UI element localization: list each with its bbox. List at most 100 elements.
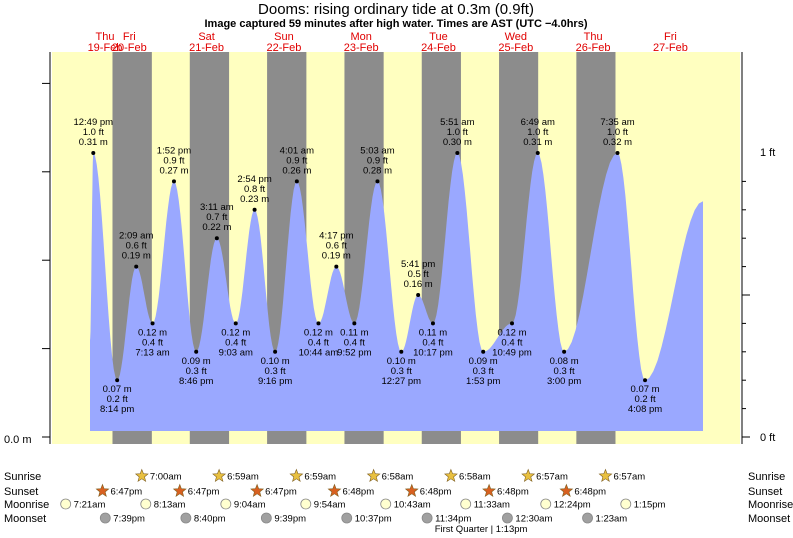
extreme-dot: [352, 321, 357, 326]
moonrise-time: 9:54am: [314, 500, 346, 511]
extreme-label: 0.6 ft: [126, 241, 147, 252]
sunrise-time: 6:57am: [613, 472, 645, 483]
row-label-left: Moonset: [4, 513, 46, 525]
axis-ticks: [42, 82, 750, 438]
extreme-label: 1.0 ft: [447, 127, 468, 138]
extreme-label: 1:52 pm: [157, 145, 191, 156]
day-of-week-label: Mon: [350, 31, 371, 43]
sunset-star-icon: [482, 483, 496, 497]
date-label: 24-Feb: [421, 42, 456, 54]
sunrise-time: 6:58am: [459, 472, 491, 483]
moonrise-moon-icon: [540, 498, 552, 510]
right-axis-label-one: 1 ft: [760, 147, 775, 159]
moonrise-time: 7:21am: [74, 500, 106, 511]
moonset-time: 7:39pm: [113, 514, 145, 525]
left-axis-label-zero: 0.0 m: [4, 434, 32, 446]
sunrise-time: 6:58am: [382, 472, 414, 483]
date-label: 21-Feb: [189, 42, 224, 54]
extreme-dot: [171, 179, 176, 184]
extreme-label: 1.0 ft: [527, 127, 548, 138]
tide-extremes: 12:49 pm1.0 ft0.31 m0.07 m0.2 ft8:14 pm2…: [73, 117, 662, 415]
extreme-label: 9:52 pm: [337, 347, 371, 358]
day-of-week-label: Thu: [584, 31, 603, 43]
sunset-time: 6:48pm: [574, 487, 606, 498]
extreme-label: 0.22 m: [202, 222, 231, 233]
extreme-label: 0.3 ft: [473, 366, 494, 377]
extreme-label: 0.07 m: [631, 384, 660, 395]
sunset-time: 6:47pm: [110, 487, 142, 498]
date-label: 19-Feb: [88, 42, 123, 54]
moonrise-moon-icon: [380, 498, 392, 510]
day-of-week-label: Thu: [96, 31, 115, 43]
extreme-dot: [150, 321, 155, 326]
row-label-right: Sunrise: [748, 471, 785, 483]
extreme-label: 0.9 ft: [163, 155, 184, 166]
sunset-star-icon: [559, 483, 574, 497]
moonrise-time: 1:15pm: [634, 500, 666, 511]
extreme-dot: [252, 207, 257, 212]
day-of-week-label: Sun: [274, 31, 294, 43]
day-of-week-label: Sat: [198, 31, 215, 43]
extreme-label: 0.3 ft: [391, 366, 412, 377]
extreme-label: 0.26 m: [282, 165, 311, 176]
moonset-moon-icon: [582, 512, 593, 524]
extreme-label: 0.28 m: [363, 165, 392, 176]
extreme-label: 0.11 m: [419, 327, 447, 338]
date-label: 20-Feb: [112, 42, 147, 54]
sunrise-time: 7:00am: [150, 472, 182, 483]
moonrise-time: 10:43am: [394, 500, 431, 511]
astronomy-rows: Sunrise Sunrise 7:00am 6:59am 6:59am 6:58am 6:…: [4, 468, 793, 525]
moonrise-moon-icon: [300, 498, 312, 510]
extreme-dot: [535, 151, 540, 155]
extreme-label: 10:49 pm: [492, 347, 532, 358]
extreme-label: 0.2 ft: [634, 394, 655, 405]
extreme-label: 4:08 pm: [628, 404, 662, 415]
extreme-label: 0.23 m: [240, 194, 269, 205]
extreme-dot: [194, 349, 199, 354]
row-label-left: Sunrise: [4, 471, 41, 483]
moonrise-time: 11:33am: [474, 500, 510, 511]
extreme-label: 0.4 ft: [422, 337, 443, 348]
extreme-label: 3:00 pm: [547, 376, 581, 387]
sunset-star-icon: [172, 483, 187, 497]
extreme-label: 2:54 pm: [237, 174, 271, 185]
extreme-label: 0.2 ft: [107, 394, 128, 405]
extreme-dot: [316, 321, 321, 326]
moonset-time: 1:23am: [596, 514, 628, 525]
extreme-label: 0.4 ft: [225, 337, 246, 348]
extreme-label: 4:17 pm: [319, 231, 353, 242]
extreme-label: 0.19 m: [322, 251, 351, 262]
day-of-week-label: Fri: [123, 31, 136, 43]
extreme-label: 9:03 am: [219, 347, 253, 358]
extreme-label: 1.0 ft: [607, 127, 628, 138]
moonrise-moon-icon: [620, 498, 632, 510]
extreme-label: 7:35 am: [600, 117, 634, 128]
extreme-label: 3:11 am: [200, 202, 234, 213]
date-label: 23-Feb: [344, 42, 379, 54]
date-label: 22-Feb: [266, 42, 301, 54]
extreme-label: 0.12 m: [304, 327, 333, 338]
extreme-dot: [273, 349, 278, 354]
extreme-dot: [562, 349, 567, 354]
sunset-star-icon: [250, 483, 265, 497]
sunrise-time: 6:57am: [536, 472, 568, 483]
extreme-label: 1.0 ft: [83, 127, 104, 138]
day-labels: Thu19-FebFri20-FebSat21-FebSun22-FebMon2…: [88, 31, 688, 54]
sunrise-star-icon: [444, 468, 458, 482]
extreme-dot: [214, 236, 219, 241]
date-label: 26-Feb: [576, 42, 611, 54]
sunrise-star-icon: [366, 468, 381, 482]
extreme-label: 0.4 ft: [308, 337, 329, 348]
right-axis-label-zero: 0 ft: [760, 432, 775, 444]
extreme-label: 0.4 ft: [142, 337, 163, 348]
extreme-label: 9:16 pm: [258, 376, 292, 387]
sunset-time: 6:48pm: [497, 487, 529, 498]
row-label-left: Moonrise: [4, 499, 49, 511]
moonrise-moon-icon: [60, 498, 72, 510]
sunset-time: 6:47pm: [265, 487, 297, 498]
extreme-label: 0.32 m: [603, 137, 632, 148]
extreme-label: 0.9 ft: [286, 155, 307, 166]
extreme-dot: [399, 349, 404, 354]
moonset-moon-icon: [421, 512, 433, 524]
